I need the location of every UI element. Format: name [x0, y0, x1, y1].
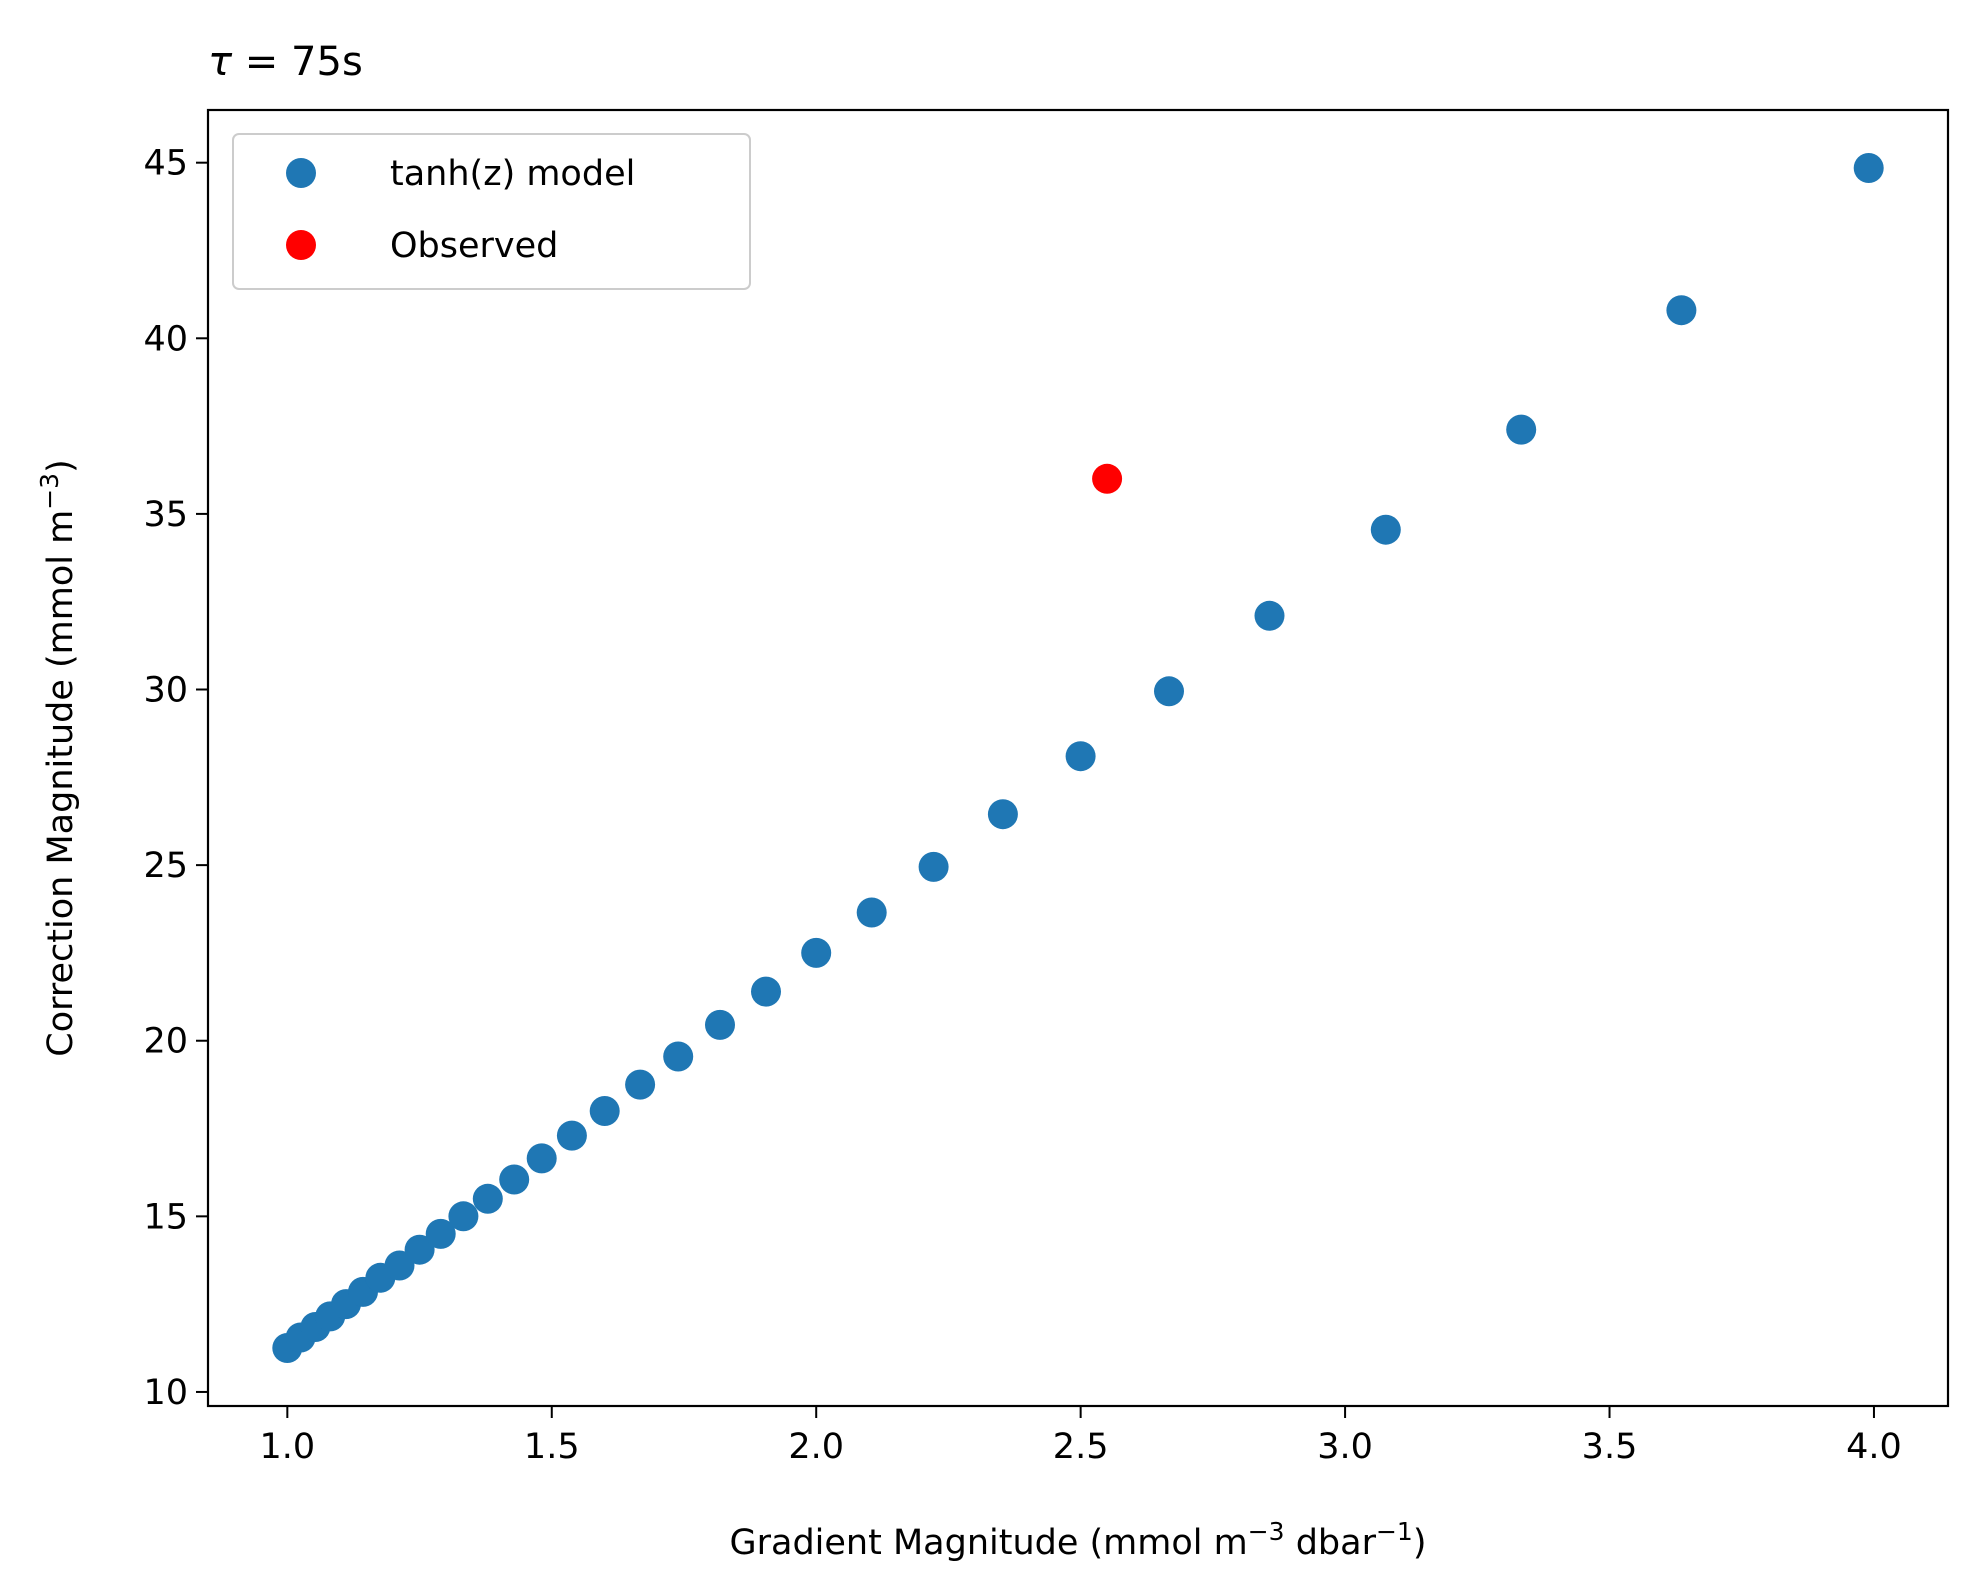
data-point: [526, 1143, 557, 1174]
y-tick-label: 30: [143, 671, 188, 711]
y-tick-label: 10: [143, 1373, 188, 1413]
data-point: [856, 897, 887, 928]
y-tick-label: 20: [143, 1022, 188, 1062]
chart-title: τ = 75s: [208, 39, 363, 85]
x-tick-label: 4.0: [1846, 1427, 1902, 1467]
data-point: [1370, 514, 1401, 545]
legend-box: [232, 133, 751, 290]
data-point: [499, 1164, 530, 1195]
legend-marker-observed: [286, 230, 316, 260]
y-tick-label: 40: [143, 319, 188, 359]
data-point: [556, 1120, 587, 1151]
plot-area: [272, 153, 1884, 1363]
data-point: [1506, 414, 1537, 445]
data-point: [625, 1069, 656, 1100]
data-point: [751, 976, 781, 1007]
x-axis-label: Gradient Magnitude (mmol m−3 dbar−1): [730, 1517, 1427, 1563]
data-point: [663, 1041, 694, 1072]
series-1: [1092, 463, 1123, 494]
data-point: [472, 1183, 503, 1214]
y-axis: 10 15 20 25 30 35 40 45: [143, 144, 208, 1413]
data-point: [801, 937, 832, 968]
axes-frame: [206, 108, 1950, 1408]
data-point: [1092, 463, 1123, 494]
data-point: [1853, 153, 1884, 183]
data-point: [987, 799, 1018, 830]
data-point: [918, 851, 949, 882]
x-tick-label: 1.0: [259, 1427, 315, 1467]
data-point: [1666, 295, 1697, 326]
legend: tanh(z) model Observed: [232, 133, 751, 290]
data-point: [1065, 741, 1096, 772]
x-tick-label: 2.0: [788, 1427, 844, 1467]
y-tick-label: 15: [143, 1197, 188, 1237]
data-point: [448, 1201, 479, 1232]
legend-label-observed: Observed: [390, 226, 558, 266]
y-tick-label: 45: [143, 144, 188, 184]
x-axis: 1.0 1.5 2.0 2.5 3.0 3.5 4.0: [259, 1406, 1902, 1467]
y-tick-label: 35: [143, 495, 188, 535]
y-tick-label: 25: [143, 846, 188, 886]
data-point: [1254, 600, 1285, 631]
data-point: [705, 1009, 735, 1040]
data-point: [404, 1234, 435, 1265]
y-axis-label: Correction Magnitude (mmol m−3): [35, 459, 81, 1056]
legend-marker-model: [286, 158, 316, 188]
x-tick-label: 1.5: [524, 1427, 580, 1467]
data-point: [384, 1250, 415, 1281]
data-point: [589, 1096, 620, 1126]
data-point: [425, 1218, 456, 1249]
data-point: [1154, 676, 1184, 707]
x-tick-label: 2.5: [1053, 1427, 1109, 1467]
series-0: [272, 153, 1884, 1363]
legend-label-model: tanh(z) model: [390, 154, 635, 194]
x-tick-label: 3.0: [1317, 1427, 1373, 1467]
x-tick-label: 3.5: [1582, 1427, 1638, 1467]
